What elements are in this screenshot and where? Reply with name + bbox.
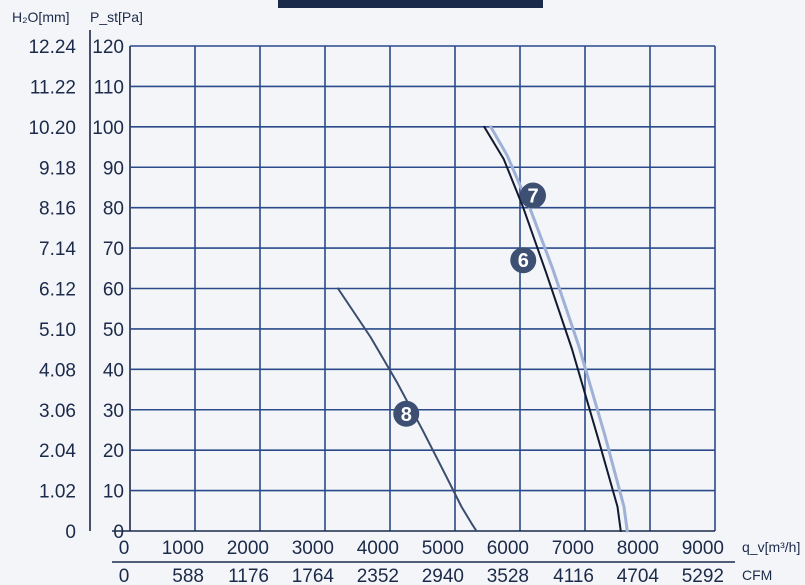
y2-tick-label: 10.20	[28, 118, 76, 139]
y2-tick-label: 9.18	[39, 158, 76, 179]
y2-tick-label: 6.12	[39, 280, 76, 301]
x2-tick-label: 5292	[682, 566, 724, 585]
series-line-7	[489, 125, 629, 533]
x-tick-label: 3000	[292, 538, 334, 559]
series-line-8	[337, 287, 478, 532]
y2-tick-label: 12.24	[28, 37, 76, 58]
x2-tick-label: 4704	[617, 566, 660, 585]
x2-tick-label: 2352	[357, 566, 399, 585]
series-badge-7	[520, 182, 546, 209]
x2-tick-label: 4116	[553, 566, 594, 585]
y-tick-label: 80	[103, 199, 124, 220]
x2-tick-label: 0	[119, 566, 130, 585]
series	[337, 125, 629, 533]
x2-tick-label: 3528	[487, 566, 529, 585]
x-tick-label: 8000	[617, 538, 659, 559]
y2-tick-label: 2.04	[39, 441, 76, 462]
x2-tick-label: 2940	[422, 566, 464, 585]
x2-tick-label: 1764	[292, 566, 335, 585]
y-axis-label: P_st[Pa]	[90, 9, 143, 25]
y-tick-label: 120	[92, 37, 124, 58]
grid	[129, 45, 716, 532]
series-badge-6	[510, 247, 537, 274]
y-tick-label: 70	[103, 239, 124, 260]
y2-tick-label: 5.10	[39, 320, 76, 341]
labels: 00101.02202.04303.06404.08505.10606.1270…	[28, 37, 724, 585]
series-badge-label-6: 6	[518, 250, 529, 272]
y2-tick-label: 8.16	[39, 199, 76, 220]
x-tick-label: 7000	[552, 538, 594, 559]
x-axis-label: q_v[m³/h]	[742, 539, 800, 555]
series-line-6	[483, 125, 622, 532]
x-tick-label: 4000	[357, 538, 399, 559]
y-tick-label: 90	[103, 158, 124, 179]
y2-tick-label: 7.14	[39, 239, 76, 260]
x2-tick-label: 588	[172, 566, 204, 585]
y-tick-label: 50	[103, 320, 124, 341]
y2-tick-label: 4.08	[39, 360, 76, 381]
y2-tick-label: 11.22	[30, 77, 76, 98]
y-tick-label: 110	[94, 77, 124, 98]
x-tick-label: 9000	[682, 538, 724, 559]
series-badge-label-7: 7	[527, 186, 538, 208]
y-tick-label: 60	[103, 280, 124, 301]
series-badge-8	[393, 400, 420, 427]
x2-tick-label: 1176	[228, 566, 269, 585]
axes	[89, 30, 735, 563]
series-badge-label-8: 8	[401, 404, 412, 426]
y-tick-label: 20	[103, 441, 124, 462]
x-tick-label: 0	[119, 538, 130, 559]
x2-axis-label: CFM	[742, 567, 772, 583]
x-tick-label: 2000	[227, 538, 269, 559]
x-tick-label: 6000	[487, 538, 529, 559]
y-tick-label: 100	[92, 118, 124, 139]
y2-tick-label: 1.02	[39, 482, 76, 503]
y2-tick-label: 3.06	[39, 401, 76, 422]
y2-axis-label: H₂O[mm]	[12, 9, 70, 25]
y-tick-label: 10	[103, 482, 124, 503]
x-tick-label: 5000	[422, 538, 464, 559]
y-tick-label: 40	[103, 360, 124, 381]
y2-tick-label: 0	[65, 522, 76, 543]
top-bar	[278, 0, 543, 8]
y-tick-label: 30	[103, 401, 124, 422]
y-tick-label: 0	[113, 522, 124, 543]
x-tick-label: 1000	[162, 538, 204, 559]
